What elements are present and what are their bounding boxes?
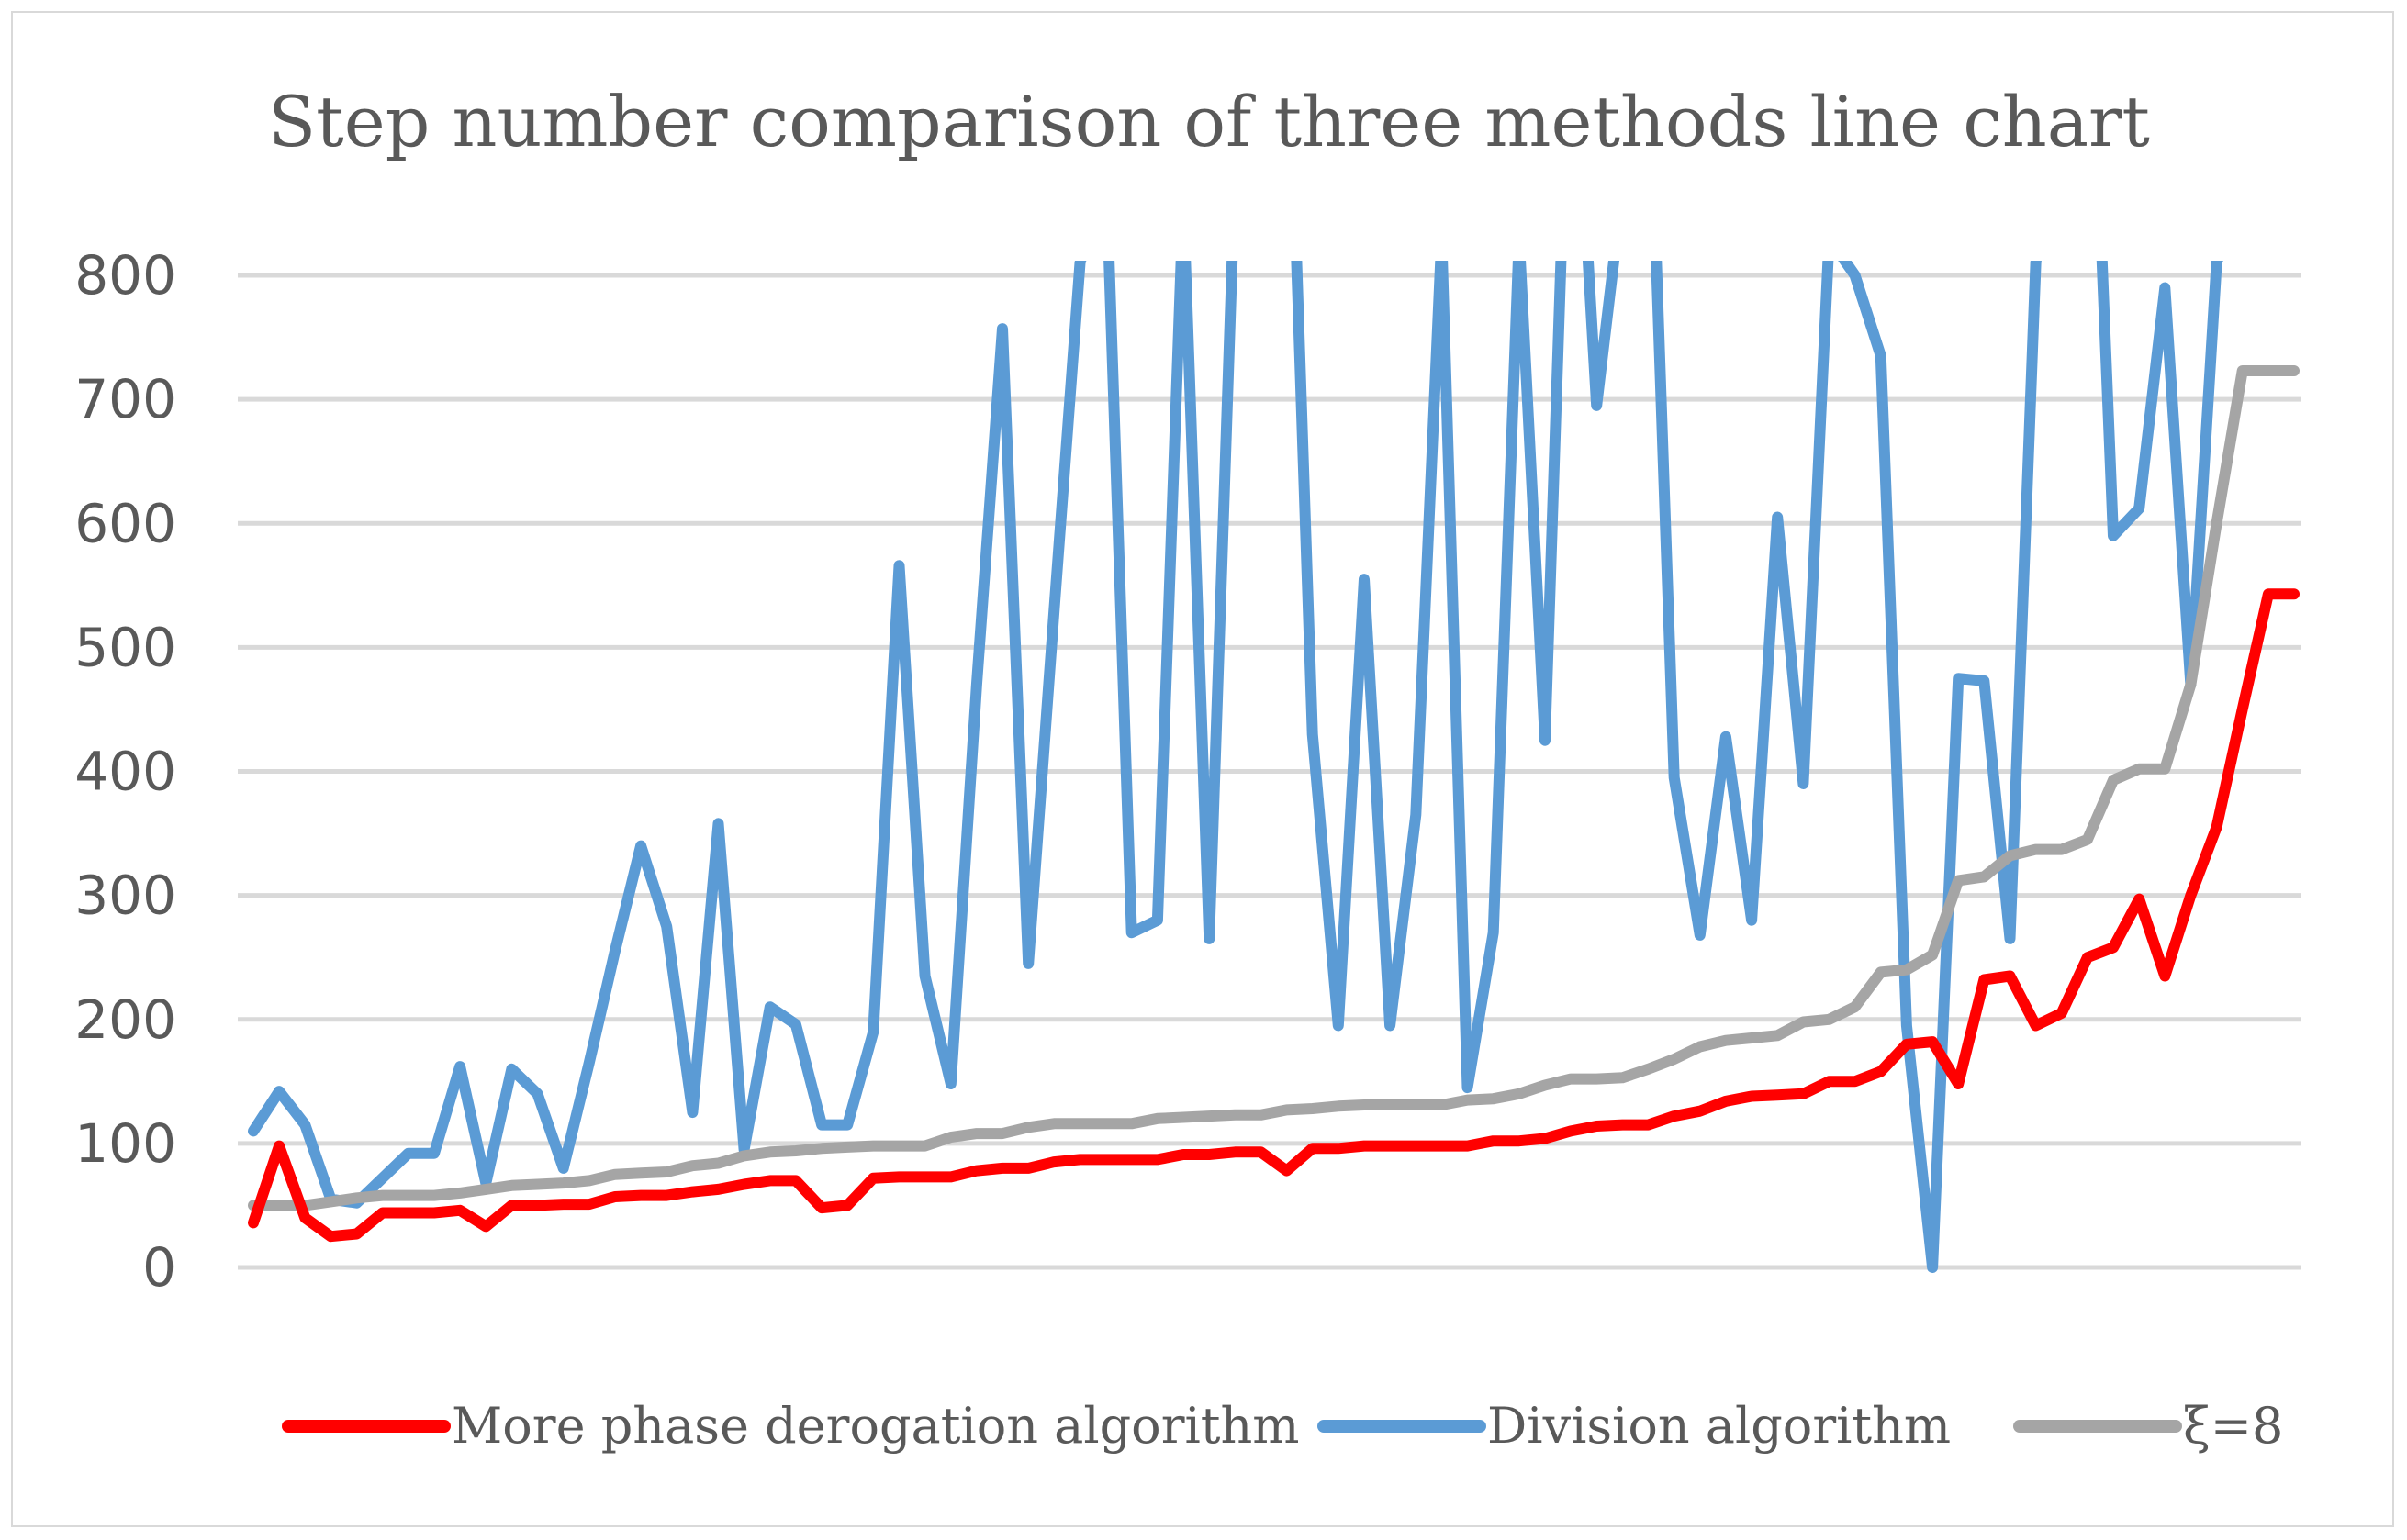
legend: More phase derogation algorithm Division …: [282, 1397, 2283, 1455]
y-tick-label-500: 500: [74, 616, 176, 678]
series-lines: [248, 261, 2300, 1273]
y-tick-label-200: 200: [74, 988, 176, 1051]
chart-frame: Step number comparison of three methods …: [11, 11, 2394, 1527]
series-line-8: [248, 365, 2300, 1211]
gridlines: [238, 273, 2301, 1270]
series-line-division-algorithm: [248, 261, 2223, 1273]
chart-title: Step number comparison of three methods …: [268, 81, 2150, 162]
legend-label-more-phase-derogation-algorithm: More phase derogation algorithm: [452, 1397, 1299, 1455]
legend-label-division-algorithm: Division algorithm: [1487, 1397, 1951, 1455]
y-tick-label-600: 600: [74, 492, 176, 554]
y-tick-label-300: 300: [74, 865, 176, 927]
y-tick-label-700: 700: [74, 368, 176, 430]
series-line-more-phase-derogation-algorithm: [248, 588, 2300, 1243]
y-tick-label-0: 0: [142, 1236, 176, 1299]
y-axis-tick-labels: 0 100 200 300 400 500 600 700 800: [74, 244, 176, 1299]
y-tick-label-100: 100: [74, 1112, 176, 1175]
y-tick-label-400: 400: [74, 741, 176, 803]
y-tick-label-800: 800: [74, 244, 176, 307]
line-chart: Step number comparison of three methods …: [74, 81, 2301, 1455]
legend-label-8: ξ=8: [2183, 1397, 2283, 1455]
